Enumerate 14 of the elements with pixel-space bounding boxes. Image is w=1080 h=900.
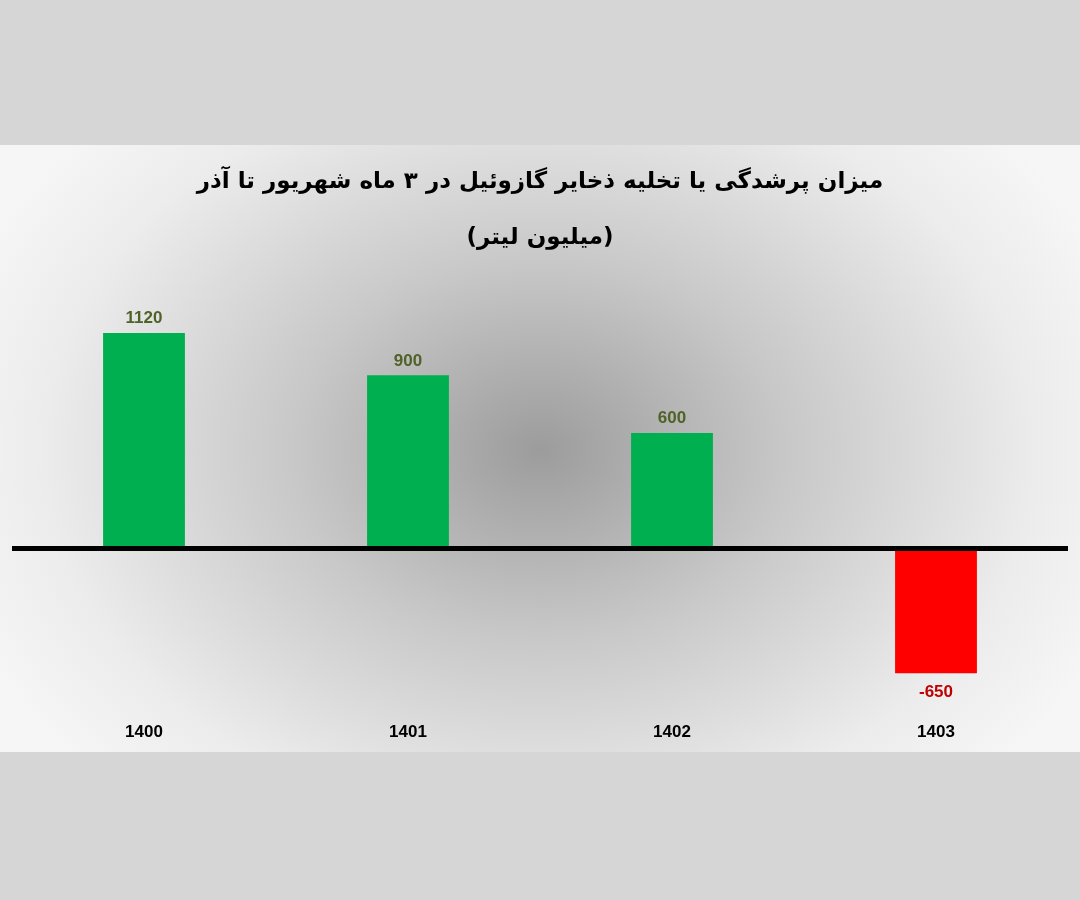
bar bbox=[367, 375, 449, 549]
data-label: 600 bbox=[657, 408, 687, 428]
data-label: 900 bbox=[393, 350, 423, 370]
bar bbox=[631, 433, 713, 549]
bar bbox=[103, 333, 185, 549]
x-tick-label: 1402 bbox=[653, 722, 691, 742]
x-tick-label: 1400 bbox=[125, 722, 163, 742]
chart-subtitle: (میلیون لیتر) bbox=[465, 223, 615, 249]
x-tick-label: 1401 bbox=[389, 722, 427, 742]
x-tick-label: 1403 bbox=[917, 722, 955, 742]
data-label: -650 bbox=[918, 681, 954, 701]
bar bbox=[895, 548, 977, 674]
chart-title: میزان پرشدگی یا تخلیه ذخایر گازوئیل در ۳ ماه شهریور تا آذر bbox=[194, 167, 885, 193]
data-label: 1120 bbox=[125, 308, 163, 328]
